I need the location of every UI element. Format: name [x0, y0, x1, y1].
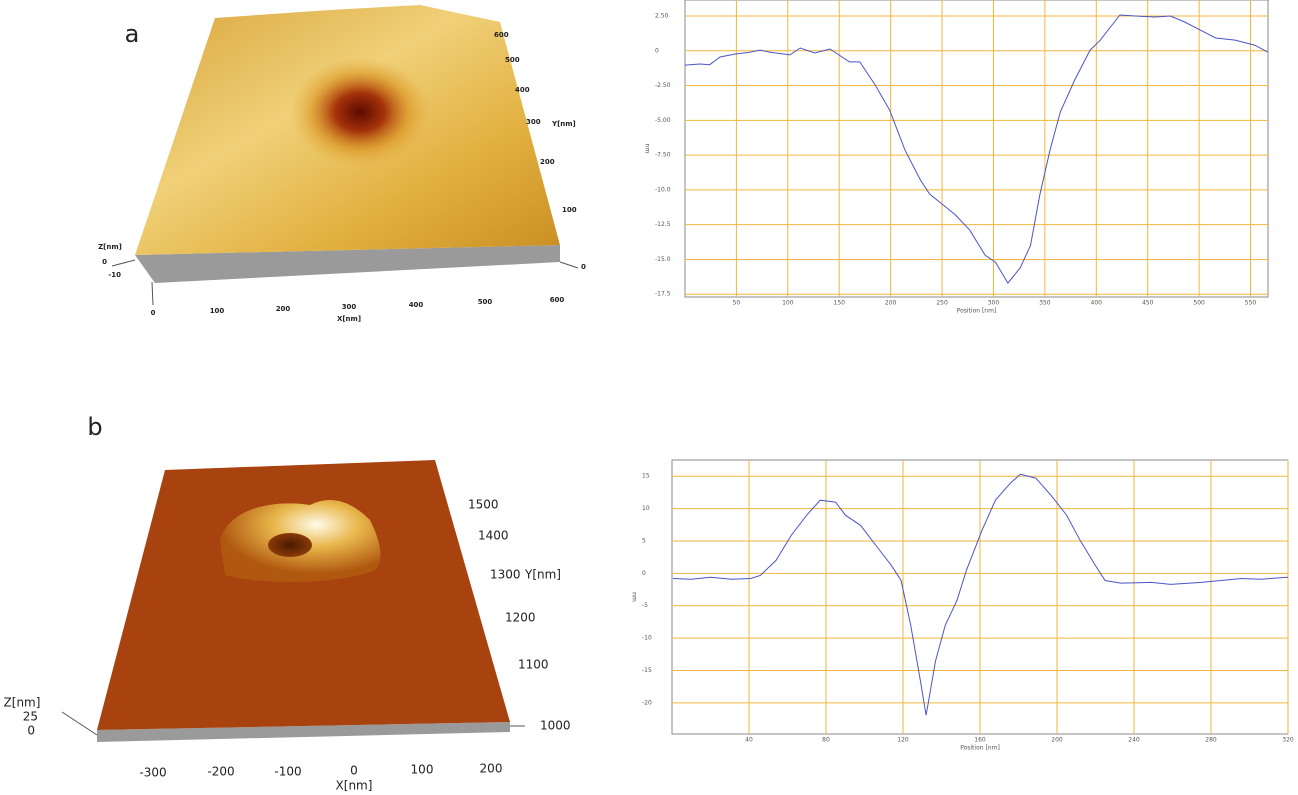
y-tick-label: -10.0 — [655, 186, 671, 193]
x-tick-label: 80 — [822, 737, 830, 744]
x-tick-label: 500 — [478, 298, 493, 306]
y-tick-label: -7.50 — [655, 152, 671, 159]
y-tick-label: -15 — [642, 667, 652, 674]
x-tick-label: 40 — [745, 737, 753, 744]
y-tick-label: -15.0 — [655, 256, 671, 263]
z-tick-label: -10 — [108, 271, 121, 279]
y-tick-label: 100 — [562, 206, 577, 214]
y-axis-label: nm — [644, 144, 651, 154]
y-tick-label: 10 — [642, 505, 650, 512]
y-tick-label: 1100 — [518, 658, 549, 672]
x-tick-label: 300 — [988, 300, 1000, 307]
x-tick-label: 300 — [342, 303, 357, 311]
y-tick-label: -10 — [642, 635, 652, 642]
y-axis-label: Y[nm] — [524, 568, 561, 582]
x-tick-label: 100 — [411, 763, 434, 777]
y-tick-label: 2.50 — [655, 12, 669, 19]
y-axis-label: nm — [631, 592, 638, 602]
z-axis-label: Z[nm] — [98, 243, 122, 251]
x-tick-label: 100 — [210, 307, 225, 315]
y-tick-label: 1500 — [468, 498, 499, 512]
x-tick-label: 200 — [885, 300, 897, 307]
z-tick-label: 25 — [23, 710, 38, 724]
panel-label: b — [87, 413, 102, 441]
profile-line — [672, 473, 1289, 716]
x-tick-label: 400 — [1091, 300, 1103, 307]
y-tick-label: 1400 — [478, 529, 509, 543]
y-tick-label: 1000 — [540, 719, 571, 733]
x-tick-label: 240 — [1128, 737, 1140, 744]
y-tick-label: 1200 — [505, 611, 536, 625]
y-axis-label: Y[nm] — [551, 120, 576, 128]
x-tick-label: 100 — [782, 300, 794, 307]
y-tick-label: -17.5 — [655, 291, 671, 298]
x-tick-label: 350 — [1039, 300, 1051, 307]
x-axis-label: Position [nm] — [960, 745, 1000, 752]
x-tick-label: 160 — [974, 737, 986, 744]
y-tick-label: 200 — [540, 158, 555, 166]
x-tick-label: -200 — [207, 765, 234, 779]
x-tick-label: 50 — [733, 300, 741, 307]
y-tick-label: 0 — [642, 570, 646, 577]
y-tick-label: -20 — [642, 699, 652, 706]
y-tick-label: -12.5 — [655, 221, 671, 228]
z-tick-label: 0 — [102, 258, 107, 266]
x-axis-label: X[nm] — [336, 779, 373, 793]
surface-a — [111, 5, 579, 306]
z-tick-label: 0 — [27, 724, 35, 738]
x-axis-label: X[nm] — [337, 315, 361, 323]
x-tick-label: 0 — [151, 309, 156, 317]
y-tick-label: 300 — [526, 118, 541, 126]
plot-area — [684, 0, 1269, 298]
x-tick-label: 0 — [350, 764, 358, 778]
y-tick-label: 500 — [505, 56, 520, 64]
y-tick-label: 400 — [515, 86, 530, 94]
y-tick-label: 5 — [642, 537, 646, 544]
y-tick-label: -2.50 — [655, 82, 671, 89]
x-axis-label: Position [nm] — [957, 308, 997, 315]
x-tick-label: 450 — [1142, 300, 1154, 307]
x-tick-label: 200 — [480, 762, 503, 776]
x-tick-label: -300 — [139, 766, 166, 780]
x-tick-label: 200 — [276, 305, 291, 313]
y-tick-label: 15 — [642, 473, 650, 480]
x-tick-label: 600 — [550, 296, 565, 304]
y-tick-label: 0 — [655, 47, 659, 54]
surface-b — [61, 460, 525, 742]
x-tick-label: 400 — [409, 301, 424, 309]
profile-line — [684, 14, 1269, 284]
y-tick-label: 600 — [494, 31, 509, 39]
z-axis-label: Z[nm] — [4, 696, 41, 710]
y-tick-label: 0 — [581, 263, 586, 271]
x-tick-label: 280 — [1205, 737, 1217, 744]
x-tick-label: 500 — [1193, 300, 1205, 307]
x-tick-label: 550 — [1245, 300, 1257, 307]
x-tick-label: 250 — [936, 300, 948, 307]
y-tick-label: -5 — [642, 602, 648, 609]
x-tick-label: 320 — [1282, 737, 1294, 744]
x-tick-label: 150 — [834, 300, 846, 307]
x-tick-label: -100 — [274, 765, 301, 779]
x-tick-label: 200 — [1051, 737, 1063, 744]
y-tick-label: -5.00 — [655, 117, 671, 124]
y-tick-label: 1300 — [490, 568, 521, 582]
panel-label: a — [125, 20, 140, 48]
x-tick-label: 120 — [897, 737, 909, 744]
